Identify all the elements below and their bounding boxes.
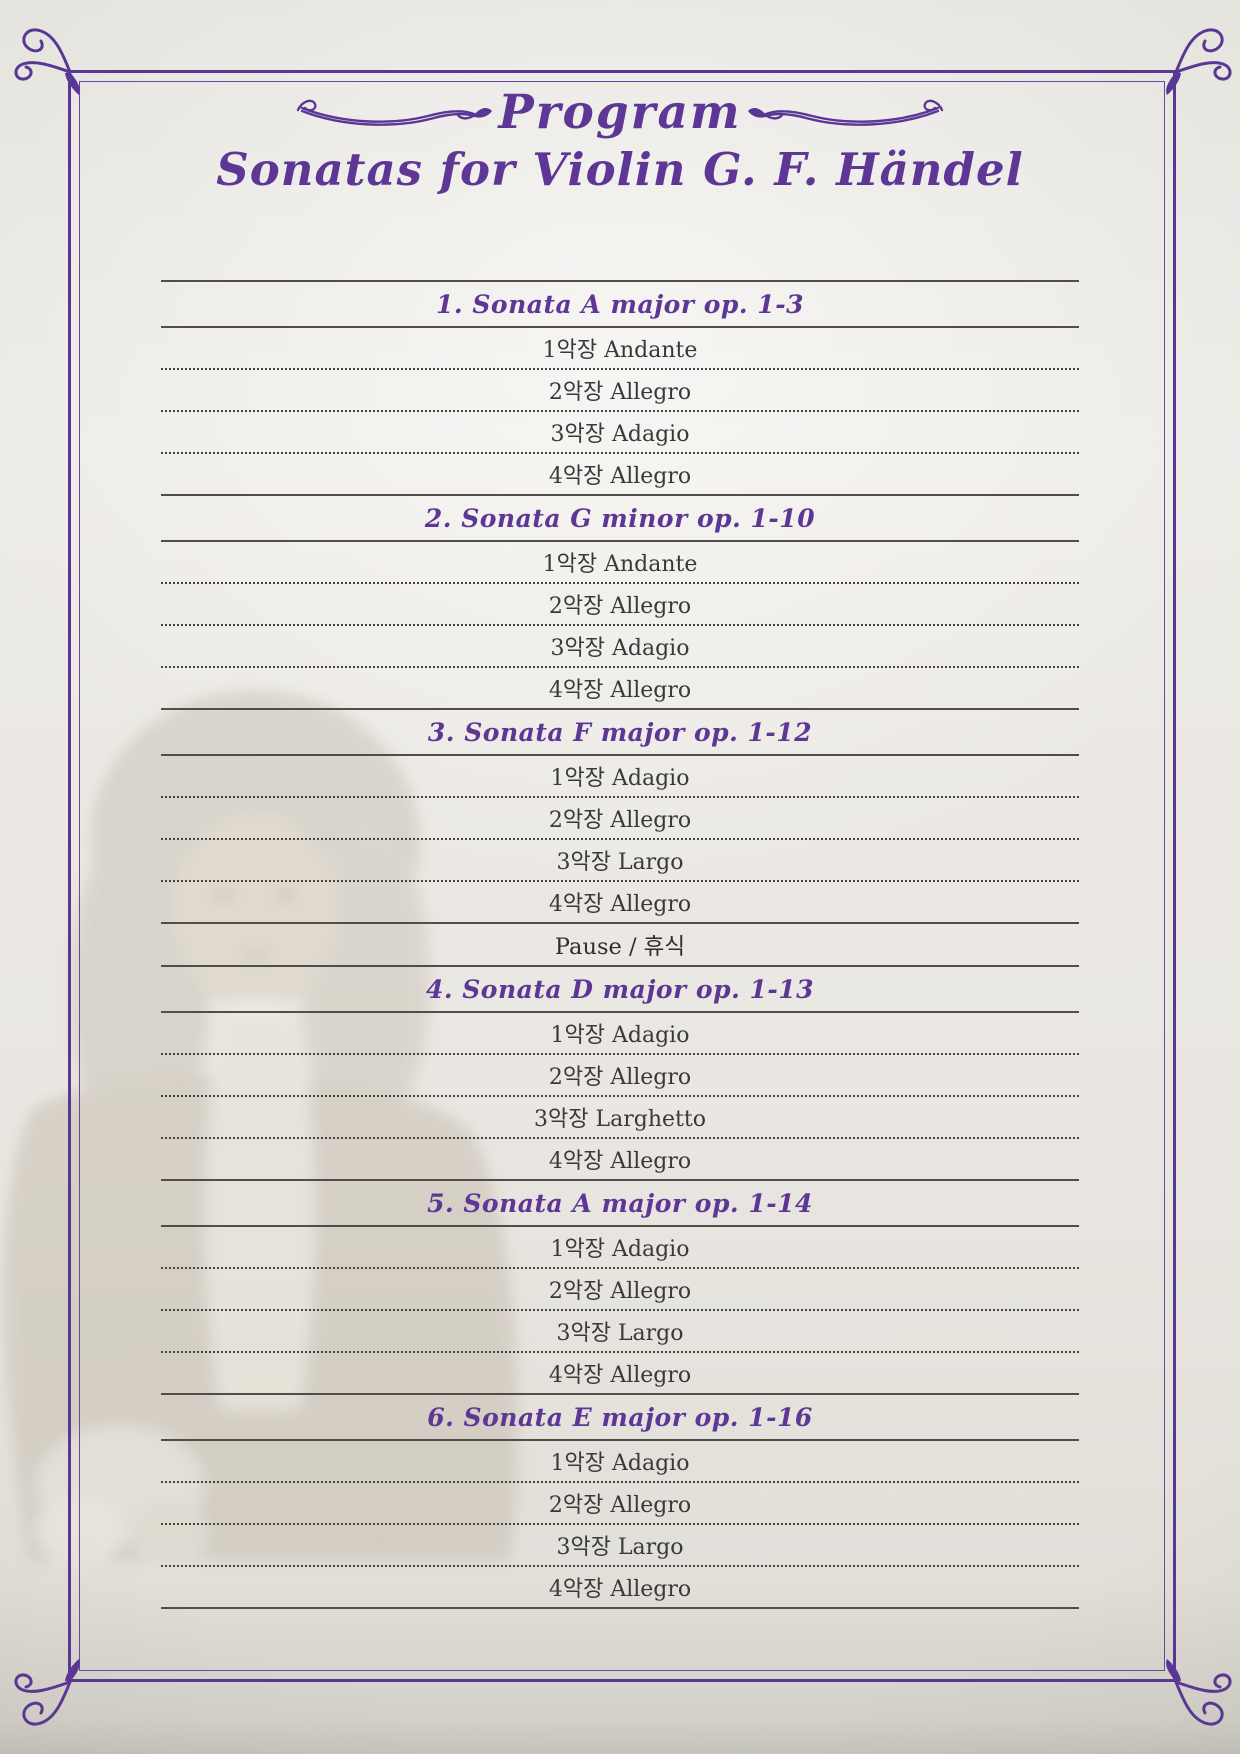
movement-row: 1악장 Adagio [550,1451,690,1476]
separator-solid-line [161,280,1079,282]
title-flourish-icon [747,99,943,126]
page-title: Program [498,84,742,140]
separator-dotted-line [161,1267,1079,1269]
separator-solid-line [161,708,1079,710]
movement-row: 3악장 Largo [556,850,684,875]
movement-row: 4악장 Allegro [548,1149,692,1174]
separator-solid-line [161,965,1079,967]
movement-row: 1악장 Adagio [550,766,690,791]
sonata-title: 4. Sonata D major op. 1-13 [425,974,815,1004]
pause-row: Pause / 휴식 [554,933,686,960]
separator-dotted-line [161,1523,1079,1525]
separator-dotted-line [161,1053,1079,1055]
separator-dotted-line [161,838,1079,840]
corner-flourish-icon [1166,28,1232,95]
separator-solid-line [161,922,1079,924]
sonata-title: 1. Sonata A major op. 1-3 [436,289,804,319]
separator-dotted-line [161,1351,1079,1353]
separator-dotted-line [161,624,1079,626]
separator-dotted-line [161,410,1079,412]
separator-solid-line [161,1439,1079,1441]
page-subtitle: Sonatas for Violin G. F. Händel [216,143,1024,196]
movement-row: 1악장 Andante [542,552,698,577]
separator-solid-line [161,1607,1079,1609]
movement-row: 4악장 Allegro [548,1363,692,1388]
separator-solid-line [161,540,1079,542]
movement-row: 4악장 Allegro [548,1577,692,1602]
movement-row: 1악장 Adagio [550,1237,690,1262]
program-list: 1. Sonata A major op. 1-3 1악장 Andante 2악장 … [161,280,1079,1609]
sonata-title: 2. Sonata G minor op. 1-10 [424,503,816,533]
separator-dotted-line [161,796,1079,798]
separator-dotted-line [161,666,1079,668]
separator-dotted-line [161,582,1079,584]
movement-row: 4악장 Allegro [548,678,692,703]
corner-flourish-icon [1166,1659,1232,1726]
movement-row: 1악장 Adagio [550,1023,690,1048]
separator-solid-line [161,1393,1079,1395]
movement-row: 3악장 Adagio [550,636,690,661]
separator-dotted-line [161,1137,1079,1139]
sonata-title: 5. Sonata A major op. 1-14 [427,1188,813,1218]
separator-solid-line [161,326,1079,328]
title-flourish-icon [297,99,493,126]
decorative-border-outer [68,70,1176,1682]
header: Program Sonatas for Violin G. F. Händel [0,88,1240,196]
movement-row: 3악장 Largo [556,1535,684,1560]
separator-dotted-line [161,1481,1079,1483]
movement-row: 1악장 Andante [542,338,698,363]
movement-row: 2악장 Allegro [548,380,692,405]
movement-row: 3악장 Largo [556,1321,684,1346]
sonata-title: 3. Sonata F major op. 1-12 [427,717,813,747]
movement-row: 3악장 Adagio [550,422,690,447]
movement-row: 4악장 Allegro [548,464,692,489]
corner-flourish-icon [14,1659,80,1726]
corner-flourish-icon [14,28,80,95]
separator-dotted-line [161,880,1079,882]
separator-dotted-line [161,1309,1079,1311]
movement-row: 2악장 Allegro [548,1065,692,1090]
movement-row: 2악장 Allegro [548,1279,692,1304]
separator-solid-line [161,1011,1079,1013]
movement-row: 4악장 Allegro [548,892,692,917]
movement-row: 2악장 Allegro [548,1493,692,1518]
movement-row: 2악장 Allegro [548,808,692,833]
movement-row: 3악장 Larghetto [534,1107,706,1132]
separator-solid-line [161,1179,1079,1181]
movement-row: 2악장 Allegro [548,594,692,619]
separator-solid-line [161,754,1079,756]
separator-dotted-line [161,452,1079,454]
separator-dotted-line [161,368,1079,370]
separator-dotted-line [161,1095,1079,1097]
separator-dotted-line [161,1565,1079,1567]
sonata-title: 6. Sonata E major op. 1-16 [427,1402,813,1432]
separator-solid-line [161,1225,1079,1227]
separator-solid-line [161,494,1079,496]
